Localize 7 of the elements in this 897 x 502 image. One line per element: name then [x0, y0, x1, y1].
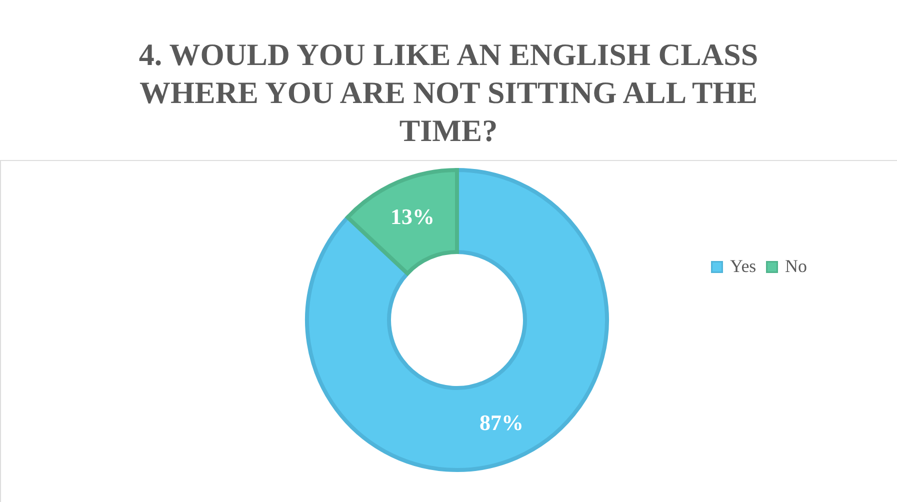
donut-slice [305, 168, 609, 472]
data-label: 87% [479, 410, 524, 435]
chart-title: 4. WOULD YOU LIKE AN ENGLISH CLASS WHERE YOU ARE NOT SITTING ALL THE TIME? [138, 37, 758, 148]
legend-label: Yes [730, 256, 756, 276]
legend-label: No [785, 256, 807, 276]
donut-slice [346, 168, 459, 276]
data-label: 13% [390, 204, 435, 230]
